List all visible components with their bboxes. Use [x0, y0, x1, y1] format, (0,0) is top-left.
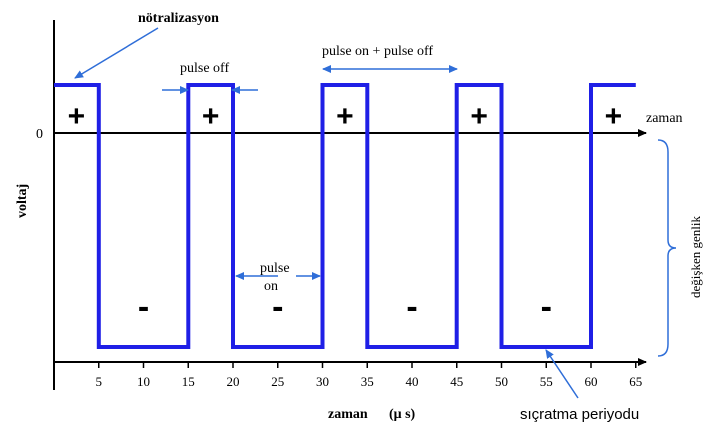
plus-sign: +: [470, 100, 488, 133]
y-axis-label: voltaj: [15, 184, 30, 218]
x-tick-label: 10: [137, 374, 150, 389]
x-tick-label: 50: [495, 374, 508, 389]
sputter-period-label: sıçratma periyodu: [520, 406, 639, 423]
sputter-period-arrow: [545, 349, 579, 399]
x-tick-label: 45: [450, 374, 463, 389]
x-axis-label-right: zaman: [646, 111, 683, 126]
minus-sign: -: [541, 288, 552, 326]
neutralization-label: nötralizasyon: [138, 11, 219, 26]
x-tick-label: 55: [540, 374, 553, 389]
amplitude-brace: [657, 139, 677, 357]
minus-sign-group: ----: [138, 288, 552, 326]
x-tick-label: 15: [182, 374, 195, 389]
plus-sign: +: [202, 100, 220, 133]
x-axis-label-bottom: zaman: [328, 407, 368, 422]
minus-sign: -: [406, 288, 417, 326]
x-tick-label: 20: [227, 374, 240, 389]
x-tick-label: 35: [361, 374, 374, 389]
plus-sign: +: [68, 100, 86, 133]
x-tick-label: 40: [406, 374, 419, 389]
plus-sign: +: [336, 100, 354, 133]
pulse-on-label-line1: pulse: [260, 261, 290, 276]
minus-sign: -: [138, 288, 149, 326]
plus-sign-group: + + + + +: [68, 100, 623, 133]
pulse-off-label: pulse off: [180, 61, 229, 76]
neutralization-arrow: [74, 27, 159, 79]
variable-amplitude-label: değişken genlik: [688, 216, 703, 298]
x-tick-label: 5: [96, 374, 103, 389]
x-axis-unit: (μ s): [389, 407, 416, 422]
plus-sign: +: [605, 100, 623, 133]
minus-sign: -: [272, 288, 283, 326]
pulse-on-plus-off-label: pulse on + pulse off: [322, 44, 433, 59]
x-tick-label: 25: [271, 374, 284, 389]
x-tick-group: [98, 362, 637, 368]
x-tick-label: 30: [316, 374, 329, 389]
x-tick-label-group: 5 10 15 20 25 30 35 40 45 50 55 60 65: [96, 374, 643, 389]
pulse-waveform: [54, 83, 636, 349]
x-tick-label: 60: [585, 374, 598, 389]
x-tick-label: 65: [629, 374, 642, 389]
zero-label: 0: [36, 127, 43, 142]
pulse-on-label-line2: on: [264, 279, 278, 294]
